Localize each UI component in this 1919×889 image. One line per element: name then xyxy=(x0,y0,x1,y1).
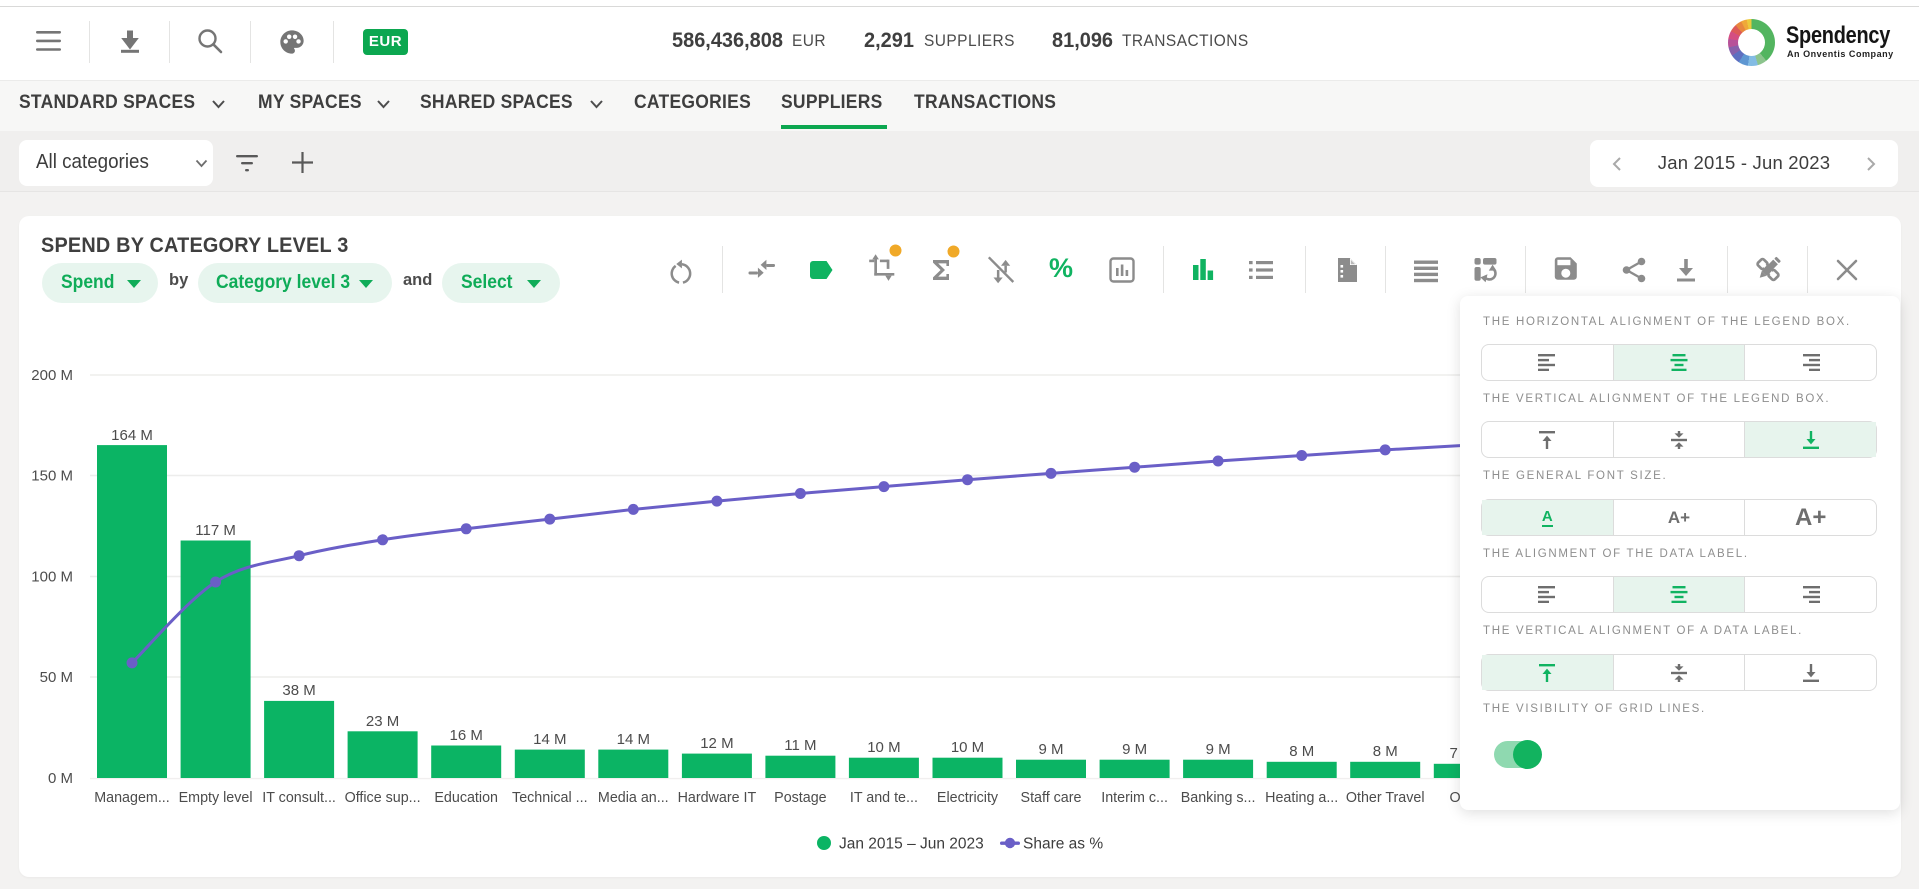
svg-text:Banking s...: Banking s... xyxy=(1181,790,1256,806)
svg-text:117 M: 117 M xyxy=(195,522,236,539)
svg-text:9 M: 9 M xyxy=(1038,741,1063,758)
svg-text:50 M: 50 M xyxy=(40,669,73,686)
svg-text:Other Travel: Other Travel xyxy=(1346,790,1425,806)
svg-text:23 M: 23 M xyxy=(366,713,399,730)
svg-text:Office sup...: Office sup... xyxy=(345,790,421,806)
svg-text:8 M: 8 M xyxy=(1289,743,1314,760)
svg-text:16 M: 16 M xyxy=(450,727,483,744)
svg-text:10 M: 10 M xyxy=(951,739,984,756)
svg-text:38 M: 38 M xyxy=(282,682,315,699)
svg-text:Share as %: Share as % xyxy=(1023,836,1103,853)
svg-text:Education: Education xyxy=(434,790,498,806)
svg-text:9 M: 9 M xyxy=(1206,741,1231,758)
svg-text:100 M: 100 M xyxy=(31,569,73,586)
svg-text:Jan 2015 – Jun 2023: Jan 2015 – Jun 2023 xyxy=(839,836,984,853)
svg-text:164 M: 164 M xyxy=(111,427,153,444)
svg-text:Empty level: Empty level xyxy=(179,790,253,806)
svg-text:IT consult...: IT consult... xyxy=(262,790,336,806)
svg-text:Managem...: Managem... xyxy=(94,790,170,806)
svg-text:Heating a...: Heating a... xyxy=(1265,790,1338,806)
svg-text:14 M: 14 M xyxy=(617,731,650,748)
svg-text:Media an...: Media an... xyxy=(598,790,669,806)
svg-text:12 M: 12 M xyxy=(700,735,733,752)
svg-text:8 M: 8 M xyxy=(1373,743,1398,760)
svg-text:14 M: 14 M xyxy=(533,731,566,748)
svg-text:Staff care: Staff care xyxy=(1021,790,1082,806)
svg-text:Postage: Postage xyxy=(774,790,827,806)
svg-text:11 M: 11 M xyxy=(784,737,816,754)
svg-text:Electricity: Electricity xyxy=(937,790,999,806)
svg-text:10 M: 10 M xyxy=(867,739,900,756)
svg-text:200 M: 200 M xyxy=(31,367,73,384)
svg-text:9 M: 9 M xyxy=(1122,741,1147,758)
svg-text:150 M: 150 M xyxy=(31,468,73,485)
svg-text:Interim c...: Interim c... xyxy=(1101,790,1168,806)
svg-text:Hardware IT: Hardware IT xyxy=(678,790,757,806)
svg-text:Technical ...: Technical ... xyxy=(512,790,588,806)
svg-text:0 M: 0 M xyxy=(48,770,73,787)
svg-text:IT and te...: IT and te... xyxy=(850,790,918,806)
